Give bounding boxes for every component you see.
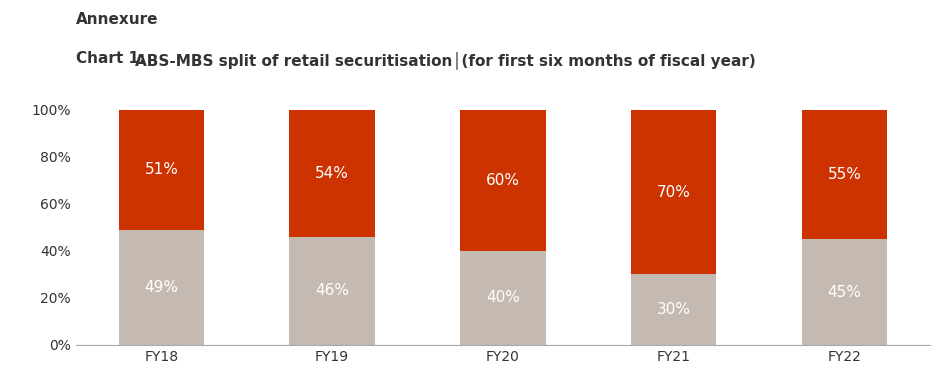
Bar: [289, 110, 375, 237]
Bar: [119, 110, 204, 230]
Bar: [119, 230, 204, 345]
Text: 54%: 54%: [315, 166, 349, 181]
Text: 70%: 70%: [657, 185, 691, 200]
Bar: [802, 239, 887, 345]
Text: 40%: 40%: [486, 290, 520, 305]
Bar: [631, 274, 716, 345]
Bar: [289, 237, 375, 345]
Text: Chart 1:: Chart 1:: [76, 51, 151, 66]
Text: 55%: 55%: [828, 167, 862, 182]
Bar: [460, 110, 546, 251]
Bar: [631, 110, 716, 274]
Text: 49%: 49%: [144, 280, 178, 295]
Bar: [460, 251, 546, 345]
Text: 60%: 60%: [486, 173, 520, 188]
Text: 45%: 45%: [828, 285, 862, 299]
Text: 51%: 51%: [144, 162, 178, 177]
Text: ABS-MBS split of retail securitisation│(for first six months of fiscal year): ABS-MBS split of retail securitisation│(…: [135, 51, 755, 69]
Text: 46%: 46%: [315, 283, 349, 298]
Text: Annexure: Annexure: [76, 12, 158, 27]
Text: 30%: 30%: [657, 302, 691, 317]
Bar: [802, 110, 887, 239]
